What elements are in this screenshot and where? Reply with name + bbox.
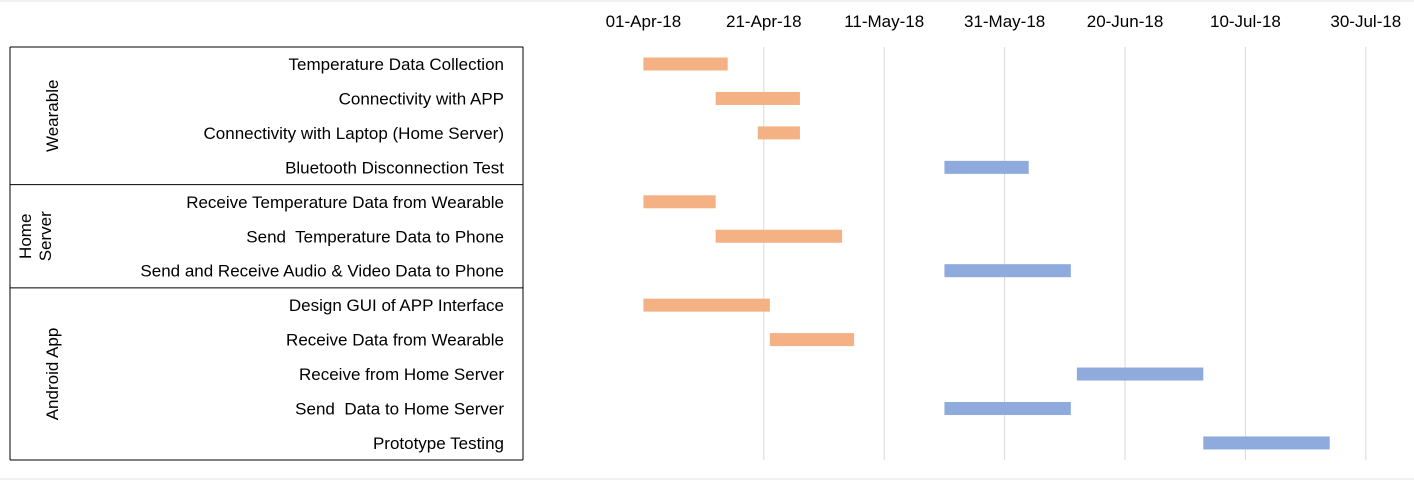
group-label: Home: [16, 214, 35, 259]
task-bar: [757, 126, 800, 140]
task-label: Send and Receive Audio & Video Data to P…: [140, 262, 504, 281]
task-bar: [1076, 367, 1204, 381]
x-tick-label: 20-Jun-18: [1087, 12, 1164, 31]
x-tick-label: 30-Jul-18: [1330, 12, 1401, 31]
task-label: Receive from Home Server: [299, 365, 504, 384]
x-tick-label: 01-Apr-18: [606, 12, 682, 31]
x-tick-label: 21-Apr-18: [726, 12, 802, 31]
task-bar: [1203, 436, 1330, 450]
x-tick-label: 10-Jul-18: [1210, 12, 1281, 31]
task-bar: [643, 195, 716, 209]
task-label: Receive Data from Wearable: [286, 331, 504, 350]
group-label: Wearable: [43, 80, 62, 152]
task-label: Bluetooth Disconnection Test: [285, 158, 504, 177]
task-label: Connectivity with Laptop (Home Server): [204, 124, 504, 143]
task-bar: [769, 333, 855, 347]
task-bar: [715, 91, 800, 105]
task-label: Send Temperature Data to Phone: [246, 227, 504, 246]
task-bar: [944, 160, 1029, 174]
task-bar: [944, 402, 1071, 415]
x-tick-label: 11-May-18: [844, 12, 924, 31]
task-label: Send Data to Home Server: [295, 400, 504, 419]
task-bar: [643, 57, 728, 71]
group-label: Server: [36, 211, 55, 261]
task-label: Connectivity with APP: [339, 89, 504, 108]
task-label: Design GUI of APP Interface: [289, 296, 504, 315]
task-bar: [944, 264, 1071, 278]
task-bar: [643, 298, 770, 312]
task-label: Receive Temperature Data from Wearable: [186, 193, 504, 212]
task-bar: [715, 229, 843, 243]
group-label: Android App: [43, 328, 62, 421]
task-label: Temperature Data Collection: [289, 55, 504, 74]
x-tick-label: 31-May-18: [964, 12, 1045, 31]
task-label: Prototype Testing: [373, 434, 504, 453]
